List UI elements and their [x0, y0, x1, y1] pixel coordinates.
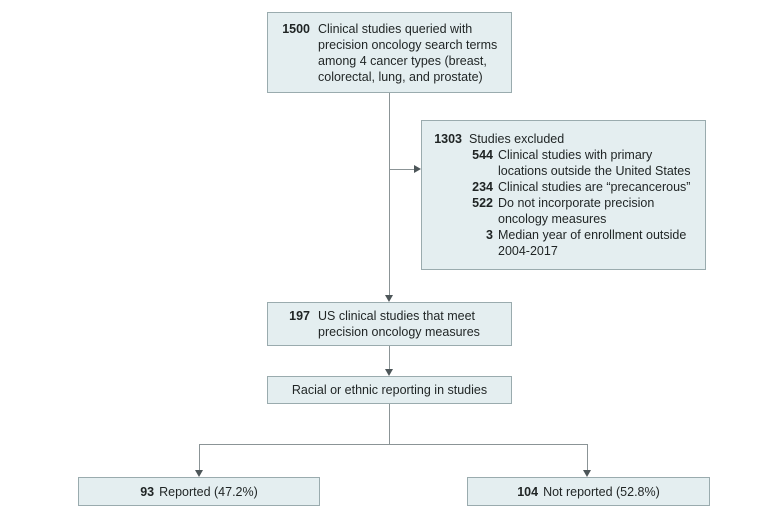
box-reported: 93 Reported (47.2%)	[78, 477, 320, 506]
excluded-item: 522 Do not incorporate precision oncolog…	[431, 195, 702, 227]
connector-reporting-to-split	[389, 404, 390, 444]
excluded-item-count: 234	[472, 180, 493, 194]
included-count: 197	[289, 309, 310, 323]
excluded-item: 544 Clinical studies with primary locati…	[431, 147, 702, 179]
reporting-label: Racial or ethnic reporting in studies	[291, 383, 488, 397]
excluded-item-count: 522	[472, 196, 493, 210]
box-reporting: Racial or ethnic reporting in studies	[267, 376, 512, 404]
connector-queried-to-included	[389, 93, 390, 295]
box-studies-queried: 1500 Clinical studies queried with preci…	[267, 12, 512, 93]
excluded-item-label: Clinical studies are “precancerous”	[498, 180, 691, 194]
included-row: 197 US clinical studies that meet precis…	[277, 308, 505, 340]
excluded-item-count: 544	[472, 148, 493, 162]
excluded-item: 234 Clinical studies are “precancerous”	[431, 179, 702, 195]
connector-split-to-not-reported	[587, 444, 588, 470]
arrowhead-down-icon	[385, 369, 393, 376]
queried-row: 1500 Clinical studies queried with preci…	[277, 21, 505, 85]
connector-split-to-reported	[199, 444, 200, 470]
arrowhead-down-icon	[195, 470, 203, 477]
excluded-header-row: 1303 Studies excluded	[431, 131, 702, 147]
reported-label: Reported (47.2%)	[159, 484, 258, 499]
not-reported-label: Not reported (52.8%)	[543, 484, 660, 499]
connector-split-horizontal	[199, 444, 588, 445]
box-studies-excluded: 1303 Studies excluded 544 Clinical studi…	[421, 120, 706, 270]
box-included-studies: 197 US clinical studies that meet precis…	[267, 302, 512, 346]
queried-label: Clinical studies queried with precision …	[318, 22, 498, 84]
connector-included-to-reporting	[389, 346, 390, 369]
excluded-item-label: Median year of enrollment outside 2004-2…	[498, 228, 687, 258]
arrowhead-down-icon	[583, 470, 591, 477]
excluded-item-count: 3	[486, 228, 493, 242]
included-label: US clinical studies that meet precision …	[318, 309, 480, 339]
box-not-reported: 104 Not reported (52.8%)	[467, 477, 710, 506]
excluded-label: Studies excluded	[469, 132, 565, 146]
excluded-item: 3 Median year of enrollment outside 2004…	[431, 227, 702, 259]
connector-branch-excluded	[389, 169, 415, 170]
excluded-item-label: Do not incorporate precision oncology me…	[498, 196, 655, 226]
queried-count: 1500	[282, 22, 310, 36]
excluded-item-label: Clinical studies with primary locations …	[498, 148, 691, 178]
arrowhead-down-icon	[385, 295, 393, 302]
reported-count: 93	[140, 484, 155, 499]
excluded-count: 1303	[434, 132, 462, 146]
arrowhead-right-icon	[414, 165, 421, 173]
not-reported-count: 104	[517, 484, 539, 499]
